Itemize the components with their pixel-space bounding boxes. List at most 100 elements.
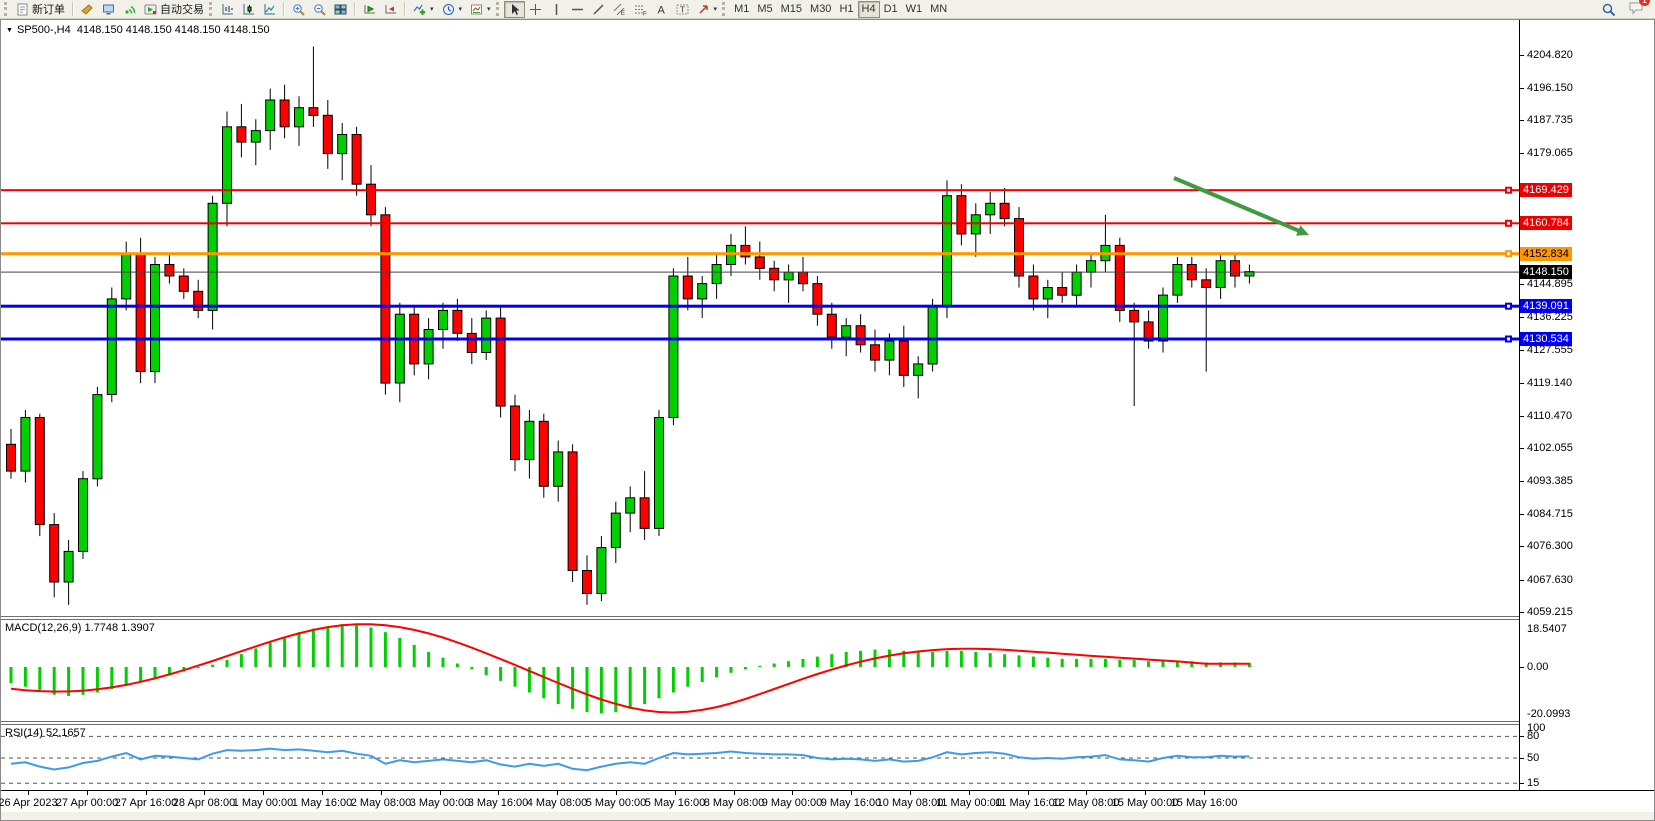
price-axis-tick: 4187.735: [1527, 114, 1573, 126]
time-axis-label: 9 May 16:00: [820, 797, 882, 809]
horizontal-line-tool-button[interactable]: [567, 1, 588, 18]
time-axis-tick-mark: [440, 791, 441, 795]
time-axis-label: 10 May 08:00: [876, 797, 944, 809]
candlestick-chart-button[interactable]: [238, 1, 259, 18]
tile-windows-button[interactable]: [330, 1, 351, 18]
add-indicator-icon: [413, 3, 426, 16]
rsi-axis-tick-mark: [1519, 758, 1524, 759]
text-icon: A: [655, 3, 668, 16]
price-line-label: 4130.534: [1520, 332, 1572, 346]
text-label-tool-button[interactable]: T: [672, 1, 693, 18]
toolbar-grip[interactable]: [4, 2, 9, 16]
time-axis-label: 1 May 00:00: [232, 797, 294, 809]
macd-pane-canvas[interactable]: [1, 620, 1519, 722]
pane-splitter[interactable]: [1, 616, 1519, 620]
toolbar-grip[interactable]: [495, 2, 501, 16]
time-axis-tick-mark: [557, 791, 558, 795]
new-order-button[interactable]: 新订单: [12, 1, 69, 18]
toolbar-grip[interactable]: [722, 2, 727, 16]
new-order-label: 新订单: [32, 4, 65, 16]
add-indicator-button[interactable]: ▾: [409, 1, 438, 18]
bar-chart-button[interactable]: [217, 1, 238, 18]
time-axis-tick-mark: [792, 791, 793, 795]
price-axis-tick-mark: [1519, 153, 1524, 154]
price-axis-tick-mark: [1519, 514, 1524, 515]
toolbar-separator: [354, 2, 356, 16]
price-axis-tick: 4110.470: [1527, 410, 1573, 422]
horizontal-price-line[interactable]: [1, 250, 1519, 258]
price-chart-canvas[interactable]: [1, 35, 1519, 617]
zoom-out-button[interactable]: [309, 1, 330, 18]
price-axis-tick-mark: [1519, 383, 1524, 384]
price-axis-tick: 4076.300: [1527, 540, 1573, 552]
zoom-in-button[interactable]: [288, 1, 309, 18]
rsi-pane-canvas[interactable]: [1, 725, 1519, 790]
crosshair-tool-button[interactable]: [525, 1, 546, 18]
timeframe-h4-button[interactable]: H4: [857, 0, 880, 18]
symbol-collapse-icon[interactable]: ▼: [6, 27, 13, 34]
timeframe-d1-button[interactable]: D1: [880, 1, 902, 18]
horizontal-price-line[interactable]: [1, 335, 1519, 343]
horizontal-price-line[interactable]: [1, 186, 1519, 194]
search-button[interactable]: [1598, 1, 1619, 18]
pane-splitter[interactable]: [1, 721, 1519, 725]
time-axis-label: 15 May 16:00: [1170, 797, 1238, 809]
price-line-label: 4139.091: [1520, 299, 1572, 313]
templates-button[interactable]: ▾: [466, 1, 495, 18]
templates-icon: [470, 3, 483, 16]
auto-scroll-icon: [363, 3, 376, 16]
toolbar-separator: [72, 2, 74, 16]
time-axis-tick-mark: [381, 791, 382, 795]
horizontal-price-line[interactable]: [1, 302, 1519, 310]
fibonacci-tool-button[interactable]: F: [630, 1, 651, 18]
macd-axis-tick: 0.00: [1527, 661, 1549, 673]
autotrading-icon: [144, 3, 157, 16]
market-watch-button[interactable]: [98, 1, 119, 18]
trend-line-tool-button[interactable]: [588, 1, 609, 18]
periods-button[interactable]: ▾: [438, 1, 467, 18]
timeframe-m15-button[interactable]: M15: [777, 1, 806, 18]
cursor-tool-button[interactable]: [503, 0, 525, 18]
price-axis-tick: 4119.140: [1527, 377, 1573, 389]
price-axis-tick-mark: [1519, 317, 1524, 318]
arrows-tool-button[interactable]: ▾: [693, 1, 722, 18]
dropdown-caret-icon: ▾: [487, 6, 491, 13]
monitor-icon: [102, 3, 115, 16]
signals-button[interactable]: [119, 1, 140, 18]
time-axis-label: 11 May 00:00: [936, 797, 1002, 809]
announcement-button[interactable]: [77, 1, 98, 18]
timeframe-w1-button[interactable]: W1: [902, 1, 927, 18]
toolbar-separator: [283, 2, 285, 16]
svg-text:F: F: [643, 11, 647, 16]
time-axis-label: 2 May 08:00: [350, 797, 412, 809]
time-axis-tick-mark: [498, 791, 499, 795]
chart-shift-button[interactable]: [380, 1, 401, 18]
toolbar-grip[interactable]: [209, 2, 214, 16]
line-chart-button[interactable]: [259, 1, 280, 18]
rsi-axis-tick: 80: [1527, 730, 1540, 742]
horizontal-price-line[interactable]: [1, 219, 1519, 227]
autotrading-button[interactable]: 自动交易: [140, 1, 208, 18]
trend-arrow-annotation[interactable]: [1173, 176, 1309, 236]
vertical-line-tool-button[interactable]: [546, 1, 567, 18]
equidistant-channel-tool-button[interactable]: E: [609, 1, 630, 18]
timeframe-m30-button[interactable]: M30: [806, 1, 835, 18]
fibonacci-icon: F: [634, 3, 647, 16]
text-label-icon: T: [676, 3, 689, 16]
text-tool-button[interactable]: A: [651, 1, 672, 18]
horizontal-line-icon: [571, 3, 584, 16]
price-axis-tick: 4136.225: [1527, 311, 1573, 323]
timeframe-m1-button[interactable]: M1: [730, 1, 753, 18]
price-axis-border: [1519, 20, 1520, 790]
announcement-icon: [81, 3, 94, 16]
timeframe-h1-button[interactable]: H1: [835, 1, 857, 18]
time-axis[interactable]: 26 Apr 2023 27 Apr 00:00 27 Apr 16:00 28 Ap…: [0, 790, 1654, 812]
price-axis-tick-mark: [1519, 284, 1524, 285]
price-axis-tick-mark: [1519, 88, 1524, 89]
toolbar-separator: [404, 2, 406, 16]
auto-scroll-button[interactable]: [359, 1, 380, 18]
timeframe-mn-button[interactable]: MN: [926, 1, 951, 18]
chart-symbol-period: SP500-,H4: [16, 24, 71, 36]
timeframe-m5-button[interactable]: M5: [753, 1, 776, 18]
bar-chart-icon: [221, 3, 234, 16]
